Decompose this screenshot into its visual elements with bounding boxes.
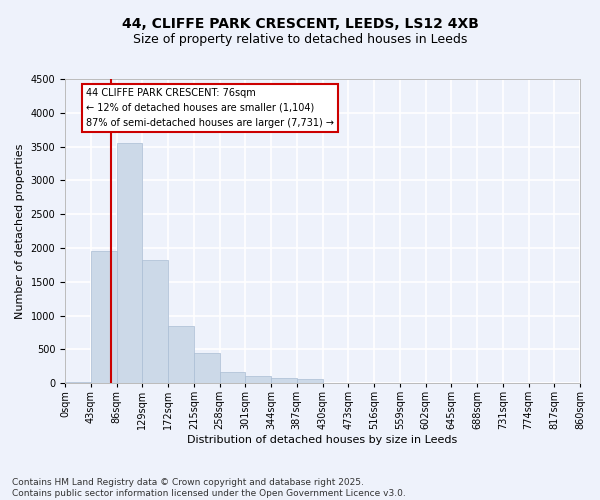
Bar [245, 376, 271, 383]
Bar [142, 260, 168, 383]
Y-axis label: Number of detached properties: Number of detached properties [15, 144, 25, 319]
Bar [65, 382, 91, 383]
Bar [91, 252, 116, 383]
X-axis label: Distribution of detached houses by size in Leeds: Distribution of detached houses by size … [187, 435, 458, 445]
Text: Contains HM Land Registry data © Crown copyright and database right 2025.
Contai: Contains HM Land Registry data © Crown c… [12, 478, 406, 498]
Bar [168, 326, 194, 383]
Text: Size of property relative to detached houses in Leeds: Size of property relative to detached ho… [133, 32, 467, 46]
Bar [116, 143, 142, 383]
Bar [271, 378, 297, 383]
Bar [194, 354, 220, 383]
Bar [297, 379, 323, 383]
Bar [220, 372, 245, 383]
Text: 44, CLIFFE PARK CRESCENT, LEEDS, LS12 4XB: 44, CLIFFE PARK CRESCENT, LEEDS, LS12 4X… [122, 18, 478, 32]
Text: 44 CLIFFE PARK CRESCENT: 76sqm
← 12% of detached houses are smaller (1,104)
87% : 44 CLIFFE PARK CRESCENT: 76sqm ← 12% of … [86, 88, 334, 128]
